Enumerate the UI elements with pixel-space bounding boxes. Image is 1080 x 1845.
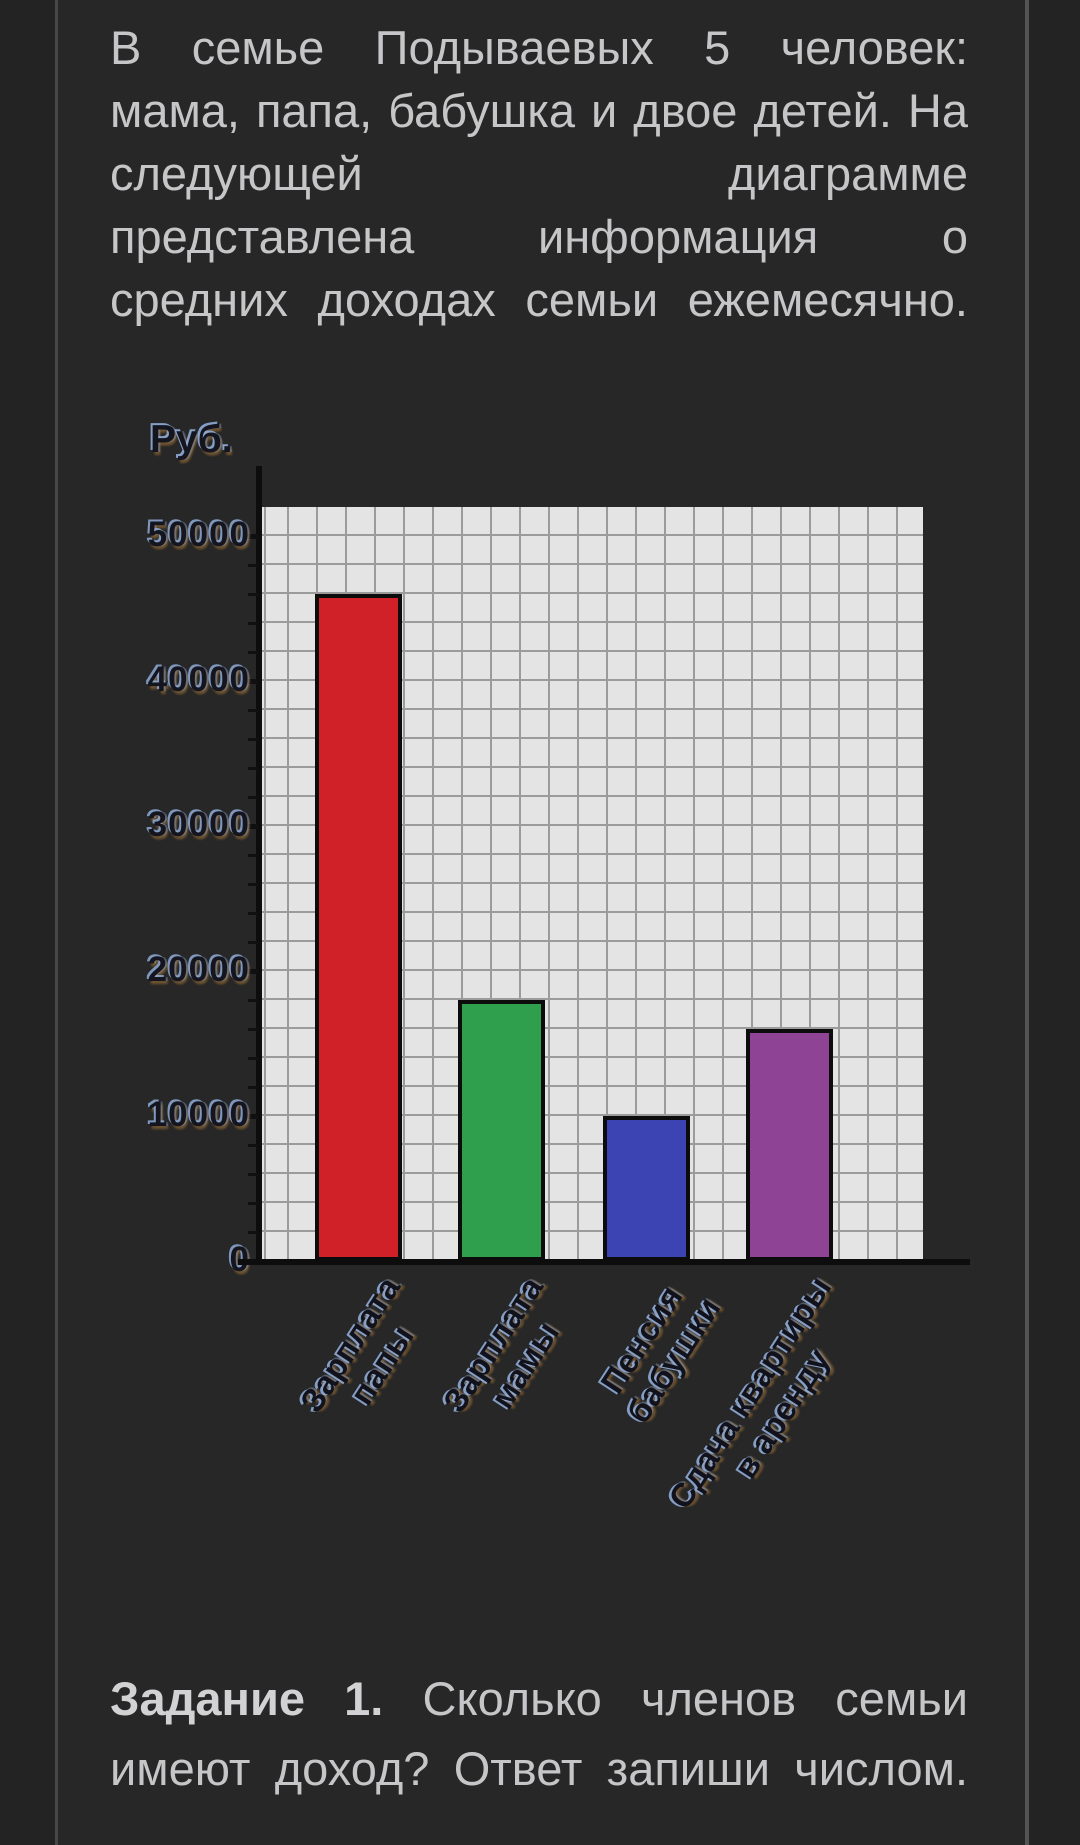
y-axis-minor-tick <box>248 1144 258 1147</box>
y-axis-minor-tick <box>248 1086 258 1089</box>
intro-line: следующей диаграмме <box>110 147 968 200</box>
task-number-label: Задание 1. <box>110 1672 384 1725</box>
y-axis-minor-tick <box>248 912 258 915</box>
y-axis-minor-tick <box>248 738 258 741</box>
y-axis-minor-tick <box>248 883 258 886</box>
task-line-2: имеют доход? Ответ запиши числом. <box>110 1742 968 1795</box>
y-axis-tick-label: 20000 <box>147 950 250 989</box>
y-axis-minor-tick <box>248 1202 258 1205</box>
task-line-1: Задание 1. Сколько членов семьи <box>110 1664 968 1734</box>
y-axis-major-tick <box>241 824 258 829</box>
y-axis-minor-tick <box>248 593 258 596</box>
bar-пенсия-бабушки <box>603 1116 690 1261</box>
y-axis-minor-tick <box>248 1173 258 1176</box>
y-axis-tick-label: 40000 <box>147 660 250 699</box>
x-axis-line <box>238 1259 970 1265</box>
task-paragraph: Задание 1. Сколько членов семьи имеют до… <box>110 1664 968 1804</box>
intro-line: мама, папа, бабушка и двое детей. На <box>110 84 968 137</box>
y-axis-major-tick <box>241 534 258 539</box>
intro-line: В семье Подываевых 5 человек: <box>110 21 968 74</box>
y-axis-minor-tick <box>248 564 258 567</box>
right-border-line <box>1025 0 1029 1845</box>
y-axis-minor-tick <box>248 651 258 654</box>
intro-paragraph: В семье Подываевых 5 человек: мама, папа… <box>110 16 968 331</box>
y-axis-tick-label: 10000 <box>147 1095 250 1134</box>
y-axis-tick-label: 0 <box>110 1240 250 1280</box>
y-axis-minor-tick <box>248 1231 258 1234</box>
y-axis-tick-label: 50000 <box>147 515 250 554</box>
intro-line: средних доходах семьи ежемесячно. <box>110 273 968 326</box>
y-axis-line <box>256 466 262 1263</box>
y-axis-title: Руб. <box>150 418 233 461</box>
y-axis-major-tick <box>241 969 258 974</box>
y-axis-minor-tick <box>248 854 258 857</box>
y-axis-minor-tick <box>248 1028 258 1031</box>
y-axis-minor-tick <box>248 999 258 1002</box>
task-question-part: Сколько членов семьи <box>422 1672 968 1725</box>
y-axis-minor-tick <box>248 796 258 799</box>
left-border-line <box>55 0 58 1845</box>
y-axis-major-tick <box>241 679 258 684</box>
y-axis-minor-tick <box>248 622 258 625</box>
y-axis-major-tick <box>241 1114 258 1119</box>
y-axis-minor-tick <box>248 1057 258 1060</box>
bar-зарплата-мамы <box>458 1000 545 1261</box>
intro-line: представлена информация о <box>110 210 968 263</box>
y-axis-minor-tick <box>248 941 258 944</box>
y-axis-minor-tick <box>248 709 258 712</box>
bar-сдача-квартиры-в-аренду <box>746 1029 833 1261</box>
bar-зарплата-папы <box>315 594 402 1261</box>
y-axis-minor-tick <box>248 767 258 770</box>
y-axis-tick-label: 30000 <box>147 805 250 844</box>
